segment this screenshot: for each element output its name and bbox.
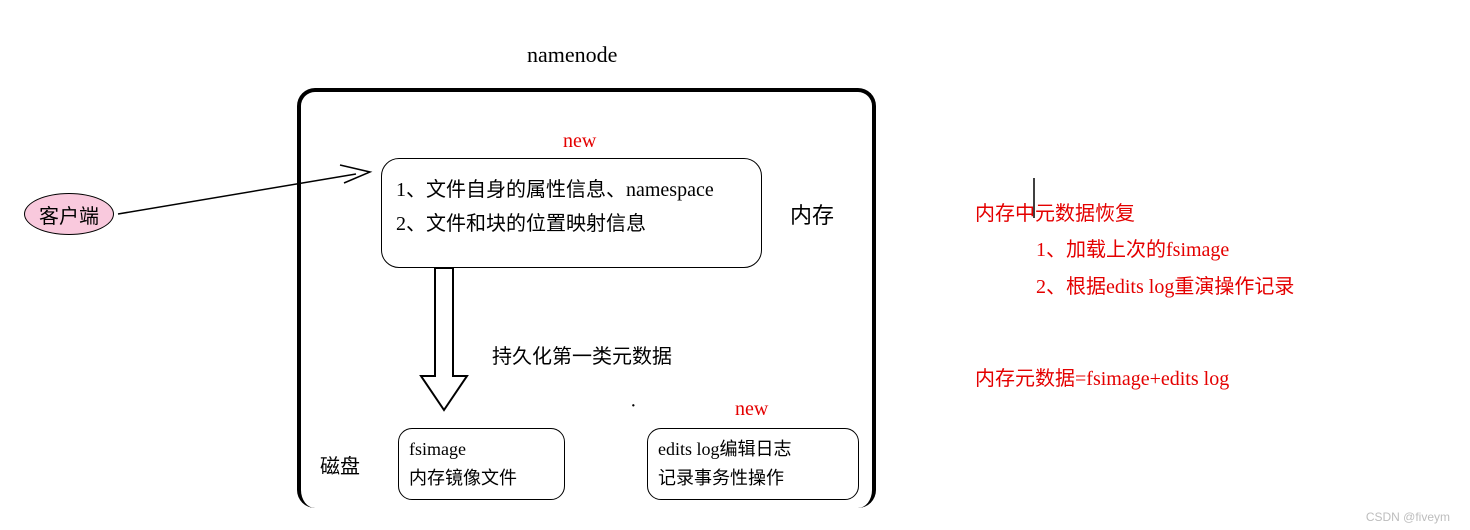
recover-title: 内存中元数据恢复 [975, 197, 1135, 226]
memory-box: 1、文件自身的属性信息、namespace 2、文件和块的位置映射信息 [381, 158, 762, 268]
memory-label: 内存 [790, 198, 834, 230]
edits-line2: 记录事务性操作 [658, 464, 848, 493]
diagram-title: namenode [527, 42, 617, 68]
new-label-edits: new [735, 398, 768, 421]
new-label-memory: new [563, 130, 596, 153]
dot-marker: · [630, 395, 637, 418]
memory-line2: 2、文件和块的位置映射信息 [396, 207, 747, 241]
memory-line1: 1、文件自身的属性信息、namespace [396, 173, 747, 207]
watermark: CSDN @fiveym [1366, 510, 1450, 524]
fsimage-box: fsimage 内存镜像文件 [398, 428, 565, 500]
fsimage-line2: 内存镜像文件 [409, 464, 554, 493]
persist-label: 持久化第一类元数据 [492, 340, 672, 369]
disk-label: 磁盘 [320, 450, 360, 479]
client-label: 客户端 [39, 200, 99, 229]
equation: 内存元数据=fsimage+edits log [975, 362, 1229, 391]
fsimage-line1: fsimage [409, 435, 554, 464]
edits-box: edits log编辑日志 记录事务性操作 [647, 428, 859, 500]
recover-line2: 2、根据edits log重演操作记录 [1036, 270, 1294, 299]
recover-line1: 1、加载上次的fsimage [1036, 233, 1229, 262]
client-node: 客户端 [24, 193, 114, 235]
edits-line1: edits log编辑日志 [658, 435, 848, 464]
